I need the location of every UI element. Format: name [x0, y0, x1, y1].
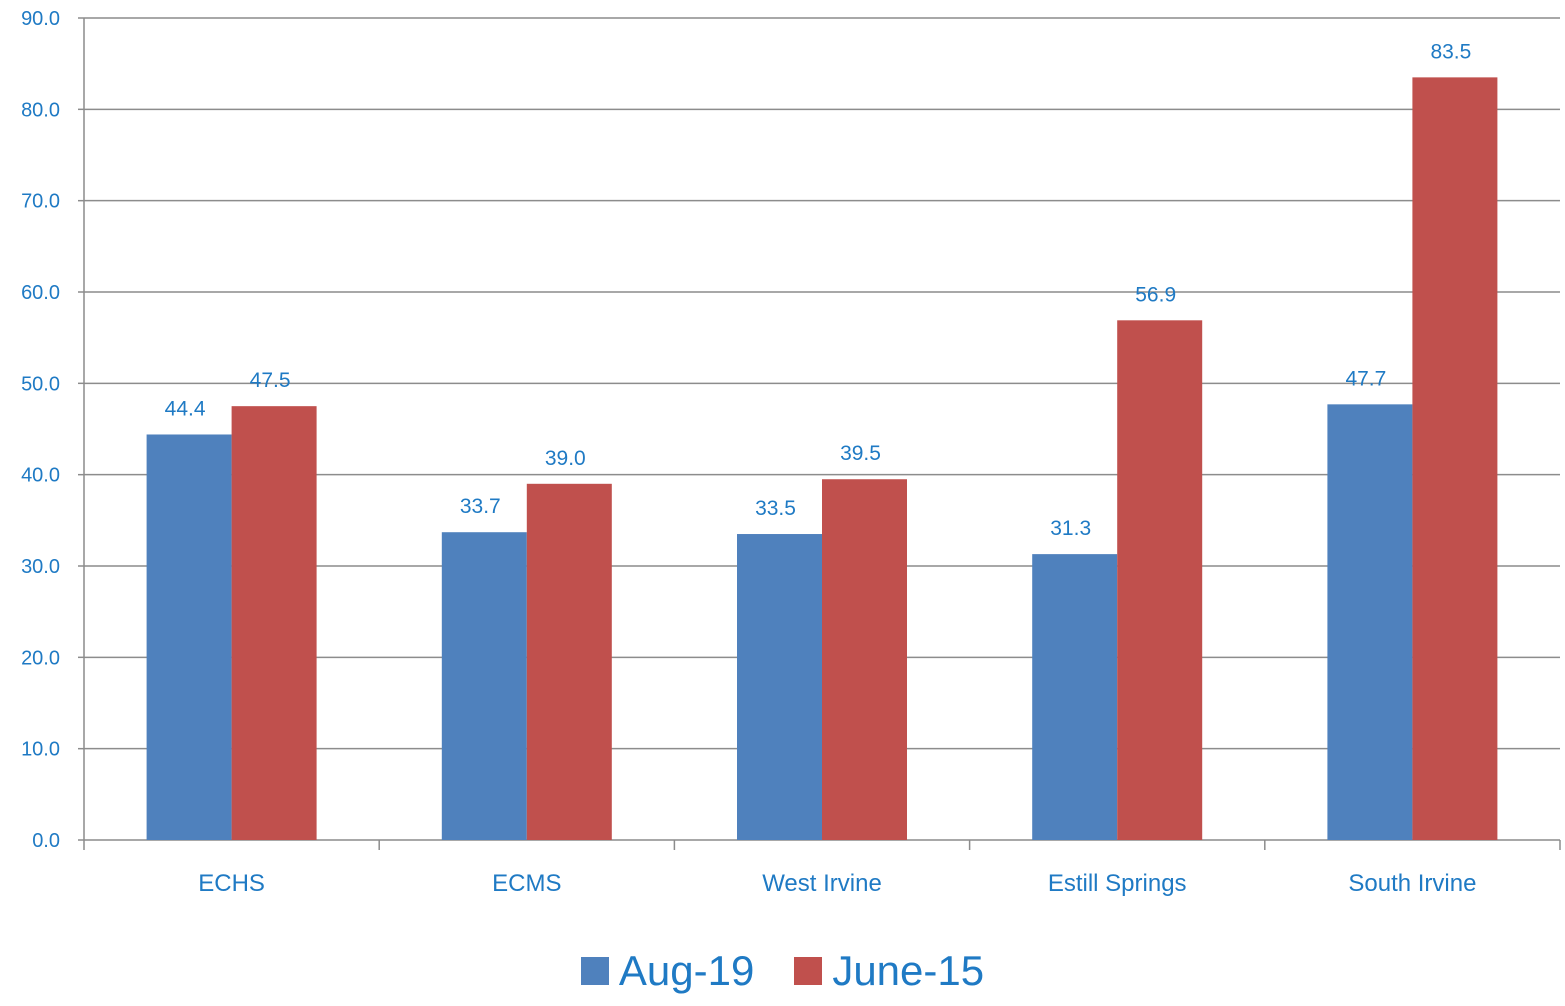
x-category-label: West Irvine: [762, 870, 882, 897]
bar-series-0: [1327, 404, 1413, 840]
x-category-label: ECHS: [198, 870, 265, 897]
data-label: 39.0: [545, 447, 586, 470]
x-category-label: ECMS: [492, 870, 561, 897]
y-tick-label: 30.0: [21, 556, 60, 578]
x-category-label: Estill Springs: [1048, 870, 1187, 897]
data-label: 47.7: [1345, 367, 1386, 390]
legend-item-series-0: Aug-19: [580, 947, 755, 994]
bar-series-1: [1117, 320, 1203, 840]
data-label: 33.7: [460, 495, 501, 518]
data-label: 83.5: [1430, 40, 1471, 63]
y-tick-label: 40.0: [21, 465, 60, 487]
legend-label-series-1: June-15: [832, 947, 985, 994]
y-tick-label: 60.0: [21, 282, 60, 304]
bar-series-1: [822, 479, 907, 840]
legend-swatch-series-0: [580, 957, 609, 985]
bar-series-0: [737, 534, 822, 840]
data-labels: 44.4 47.5 33.7 39.0 33.5 39.5 31.3 56.9 47.7 83.5: [165, 40, 1472, 540]
bars: [146, 77, 1498, 840]
legend-item-series-1: June-15: [794, 950, 984, 992]
y-tick-label: 20.0: [21, 647, 60, 669]
y-tick-label: 0.0: [32, 830, 60, 852]
bar-series-1: [526, 483, 612, 840]
y-tick-label: 90.0: [21, 8, 60, 30]
data-label: 44.4: [165, 397, 206, 420]
bar-series-1: [1412, 77, 1498, 840]
x-axis-labels: ECHS ECMS West Irvine Estill Springs South I…: [198, 870, 1476, 897]
legend-swatch-series-1: [794, 957, 823, 985]
x-category-label: South Irvine: [1348, 870, 1476, 897]
bar-series-1: [231, 406, 317, 840]
data-label: 33.5: [755, 497, 796, 520]
bar-series-0: [441, 532, 527, 840]
y-tick-label: 80.0: [21, 99, 60, 121]
y-tick-label: 50.0: [21, 373, 60, 395]
data-label: 39.5: [840, 442, 881, 465]
y-axis-ticks: 0.0 10.0 20.0 30.0 40.0 50.0 60.0 70.0 80.0 90.0: [21, 8, 84, 852]
y-tick-label: 10.0: [21, 739, 60, 761]
bar-series-0: [1032, 554, 1118, 840]
y-tick-label: 70.0: [21, 191, 60, 213]
gridlines: [84, 17, 1560, 750]
bar-series-0: [146, 434, 232, 840]
data-label: 31.3: [1050, 517, 1091, 540]
legend-label-series-0: Aug-19: [618, 947, 755, 994]
legend: Aug-19 June-15: [0, 950, 1565, 992]
data-label: 47.5: [250, 369, 291, 392]
data-label: 56.9: [1135, 283, 1176, 306]
